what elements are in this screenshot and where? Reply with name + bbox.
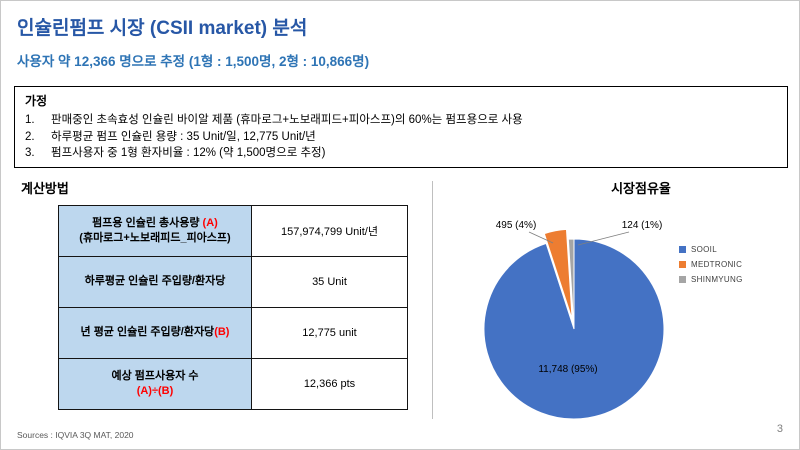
- legend-label-shinmyung: SHINMYUNG: [691, 275, 743, 284]
- label-line-1: 하루평균 인슐린 주입량/환자당: [59, 274, 251, 289]
- assumption-text-1: 판매중인 초속효성 인슐린 바이알 제품 (휴마로그+노보래피드+피아스프)의 …: [51, 114, 523, 126]
- legend-item-sooil: SOOIL: [679, 242, 743, 257]
- label-subtext: (휴마로그+노보래피드_피아스프): [79, 232, 231, 244]
- market-share-heading: 시장점유율: [611, 181, 671, 196]
- page-number: 3: [776, 423, 783, 435]
- label-text: 펌프용 인슐린 총사용량: [92, 216, 203, 229]
- assumption-text-3: 펌프사용자 중 1형 환자비율 : 12% (약 1,500명으로 추정): [51, 147, 326, 160]
- pie-data-label-medtronic: 495 (4%): [496, 220, 537, 231]
- label-line-1: 펌프용 인슐린 총사용량 (A): [59, 216, 251, 231]
- calculation-method-heading: 계산방법: [21, 181, 69, 196]
- leader-line-medtronic: [528, 231, 554, 244]
- pie-slice-medtronic: [543, 228, 573, 320]
- slide-title: 인슐린펌프 시장 (CSII market) 분석: [17, 18, 308, 39]
- label-line-1: 년 평균 인슐린 주입량/환자당(B): [59, 325, 251, 340]
- legend-swatch-medtronic: [679, 261, 686, 268]
- legend-swatch-shinmyung: [679, 276, 686, 283]
- table-row-total-usage: 펌프용 인슐린 총사용량 (A) (휴마로그+노보래피드_피아스프) 157,9…: [58, 205, 408, 257]
- label-text: 년 평균 인슐린 주입량/환자당: [80, 326, 215, 339]
- row-label-estimated-users: 예상 펌프사용자 수 (A)÷(B): [58, 358, 252, 410]
- assumption-item-1: 1. 판매중인 초속효성 인슐린 바이알 제품 (휴마로그+노보래피드+피아스프…: [25, 112, 777, 129]
- calculation-table: 펌프용 인슐린 총사용량 (A) (휴마로그+노보래피드_피아스프) 157,9…: [58, 205, 408, 410]
- pie-slice-shinmyung: [567, 238, 575, 330]
- label-ref-a: (A): [202, 216, 218, 229]
- section-divider: [432, 181, 433, 419]
- table-row-yearly-dose: 년 평균 인슐린 주입량/환자당(B) 12,775 unit: [58, 307, 408, 359]
- table-row-estimated-users: 예상 펌프사용자 수 (A)÷(B) 12,366 pts: [58, 358, 408, 410]
- assumption-text-2: 하루평균 펌프 인슐린 용량 : 35 Unit/일, 12,775 Unit/…: [51, 130, 316, 143]
- row-label-daily-dose: 하루평균 인슐린 주입량/환자당: [58, 256, 252, 308]
- legend-item-medtronic: MEDTRONIC: [679, 257, 743, 272]
- pie-slices: [483, 228, 665, 420]
- legend-label-sooil: SOOIL: [691, 245, 717, 254]
- legend-item-shinmyung: SHINMYUNG: [679, 272, 743, 287]
- row-value-total-usage: 157,974,799 Unit/년: [251, 205, 408, 257]
- table-row-daily-dose: 하루평균 인슐린 주입량/환자당 35 Unit: [58, 256, 408, 308]
- assumption-number-2: 2.: [25, 130, 35, 143]
- label-ref-b: (B): [214, 326, 230, 339]
- row-value-yearly-dose: 12,775 unit: [251, 307, 408, 359]
- source-citation: Sources : IQVIA 3Q MAT, 2020: [17, 430, 134, 440]
- legend-swatch-sooil: [679, 246, 686, 253]
- market-share-pie-chart: 495 (4%) 124 (1%) 11,748 (95%): [483, 220, 665, 420]
- row-label-yearly-dose: 년 평균 인슐린 주입량/환자당(B): [58, 307, 252, 359]
- label-text: 예상 펌프사용자 수: [111, 369, 199, 382]
- assumption-number-3: 3.: [25, 147, 35, 160]
- label-line-2: (A)÷(B): [59, 384, 251, 399]
- row-value-estimated-users: 12,366 pts: [251, 358, 408, 410]
- pie-data-label-sooil: 11,748 (95%): [538, 364, 597, 375]
- chart-legend: SOOIL MEDTRONIC SHINMYUNG: [679, 242, 743, 287]
- assumption-item-2: 2. 하루평균 펌프 인슐린 용량 : 35 Unit/일, 12,775 Un…: [25, 129, 777, 146]
- leader-line-shinmyung: [577, 231, 630, 246]
- assumptions-box: 가정 1. 판매중인 초속효성 인슐린 바이알 제품 (휴마로그+노보래피드+피…: [14, 86, 788, 168]
- label-line-1: 예상 펌프사용자 수: [59, 369, 251, 384]
- legend-label-medtronic: MEDTRONIC: [691, 260, 743, 269]
- assumption-item-3: 3. 펌프사용자 중 1형 환자비율 : 12% (약 1,500명으로 추정): [25, 145, 777, 162]
- row-value-daily-dose: 35 Unit: [251, 256, 408, 308]
- assumption-number-1: 1.: [25, 114, 35, 126]
- pie-data-label-shinmyung: 124 (1%): [622, 220, 663, 231]
- assumptions-heading: 가정: [25, 94, 48, 108]
- row-label-total-usage: 펌프용 인슐린 총사용량 (A) (휴마로그+노보래피드_피아스프): [58, 205, 252, 257]
- label-formula-a-div-b: (A)÷(B): [136, 385, 174, 397]
- label-text: 하루평균 인슐린 주입량/환자당: [84, 275, 226, 288]
- label-line-2: (휴마로그+노보래피드_피아스프): [59, 231, 251, 246]
- slide-subtitle: 사용자 약 12,366 명으로 추정 (1형 : 1,500명, 2형 : 1…: [17, 54, 370, 69]
